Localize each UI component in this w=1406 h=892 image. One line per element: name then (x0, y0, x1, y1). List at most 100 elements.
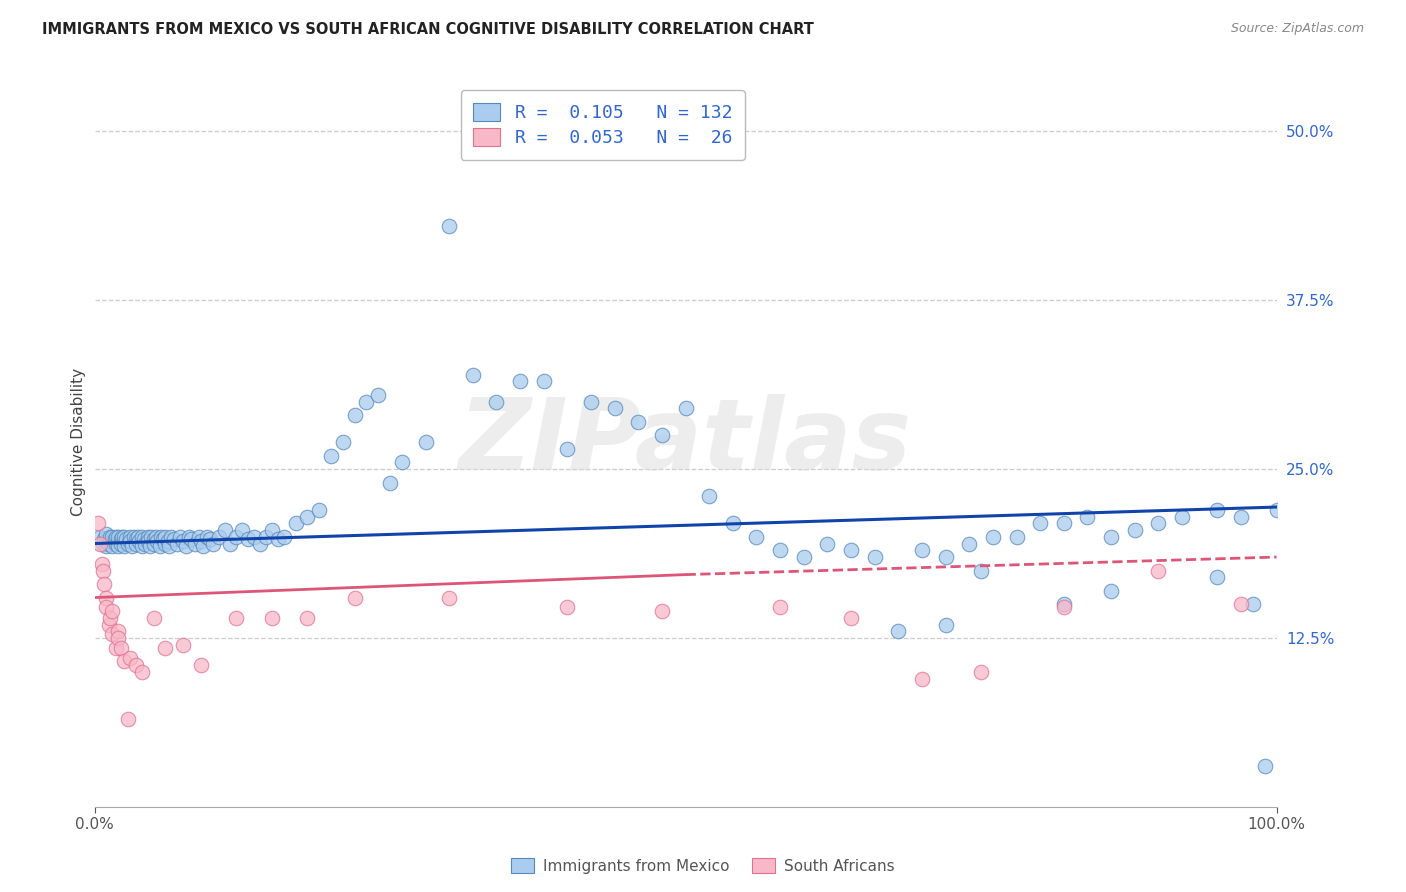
Point (118, 651, 141, 665)
Point (815, 536, 838, 550)
Point (343, 591, 366, 605)
Point (131, 530, 153, 544)
Legend: Immigrants from Mexico, South Africans: Immigrants from Mexico, South Africans (505, 852, 901, 880)
Point (273, 530, 295, 544)
Point (793, 549, 815, 564)
Point (112, 530, 135, 544)
Point (219, 536, 242, 550)
Point (96, 533, 118, 548)
Point (160, 530, 183, 544)
Point (1099, 530, 1122, 544)
Point (111, 530, 134, 544)
Point (125, 658, 148, 673)
Point (98, 530, 121, 544)
Point (1076, 509, 1098, 524)
Point (101, 533, 124, 548)
Point (89, 536, 111, 550)
Point (297, 611, 319, 625)
Point (1147, 564, 1170, 578)
Point (118, 533, 141, 548)
Point (141, 530, 163, 544)
Point (142, 611, 165, 625)
Point (134, 536, 156, 550)
Point (91, 564, 114, 578)
Point (118, 530, 141, 544)
Point (935, 549, 957, 564)
Point (96, 527, 118, 541)
Point (187, 530, 209, 544)
Point (957, 536, 980, 550)
Point (128, 533, 150, 548)
Point (101, 604, 124, 618)
Point (1241, 598, 1264, 612)
Point (110, 536, 132, 550)
Point (96, 600, 118, 615)
Point (485, 394, 508, 409)
Point (911, 672, 934, 686)
Point (769, 543, 792, 558)
Point (125, 533, 148, 547)
Point (769, 600, 792, 615)
Point (172, 533, 194, 548)
Point (142, 536, 165, 550)
Point (97, 536, 120, 550)
Point (155, 536, 177, 550)
Point (1053, 600, 1076, 615)
Point (142, 533, 165, 547)
Point (1206, 570, 1229, 584)
Point (146, 533, 169, 548)
Point (110, 640, 132, 655)
Point (149, 530, 172, 544)
Point (651, 604, 673, 618)
Point (267, 533, 290, 547)
Point (911, 543, 934, 558)
Point (437, 219, 460, 233)
Point (509, 375, 531, 389)
Point (122, 530, 145, 544)
Point (533, 375, 555, 389)
Point (254, 530, 277, 544)
Point (839, 611, 862, 625)
Point (627, 415, 650, 429)
Point (260, 523, 283, 537)
Point (863, 549, 886, 564)
Point (332, 435, 354, 450)
Point (579, 394, 602, 409)
Point (260, 611, 283, 625)
Point (1029, 516, 1052, 531)
Point (157, 539, 180, 553)
Point (243, 530, 266, 544)
Point (87, 516, 110, 531)
Point (107, 624, 129, 639)
Point (89, 530, 111, 544)
Point (1171, 509, 1194, 524)
Point (117, 536, 139, 550)
Point (115, 533, 138, 547)
Point (101, 627, 124, 641)
Point (1230, 509, 1253, 524)
Point (117, 712, 139, 726)
Point (721, 516, 744, 531)
Y-axis label: Cognitive Disability: Cognitive Disability (72, 368, 86, 516)
Point (225, 611, 247, 625)
Point (201, 536, 224, 550)
Point (190, 658, 212, 673)
Point (110, 533, 132, 547)
Point (112, 654, 135, 668)
Point (121, 539, 143, 553)
Point (174, 539, 197, 553)
Point (91, 536, 114, 550)
Point (97, 617, 120, 632)
Point (343, 408, 366, 422)
Point (104, 640, 127, 655)
Point (107, 631, 129, 645)
Point (101, 530, 124, 544)
Point (152, 533, 174, 547)
Point (981, 530, 1004, 544)
Point (90, 557, 112, 571)
Point (96, 539, 118, 553)
Point (98, 611, 121, 625)
Point (169, 530, 191, 544)
Point (1265, 502, 1288, 516)
Point (166, 536, 188, 550)
